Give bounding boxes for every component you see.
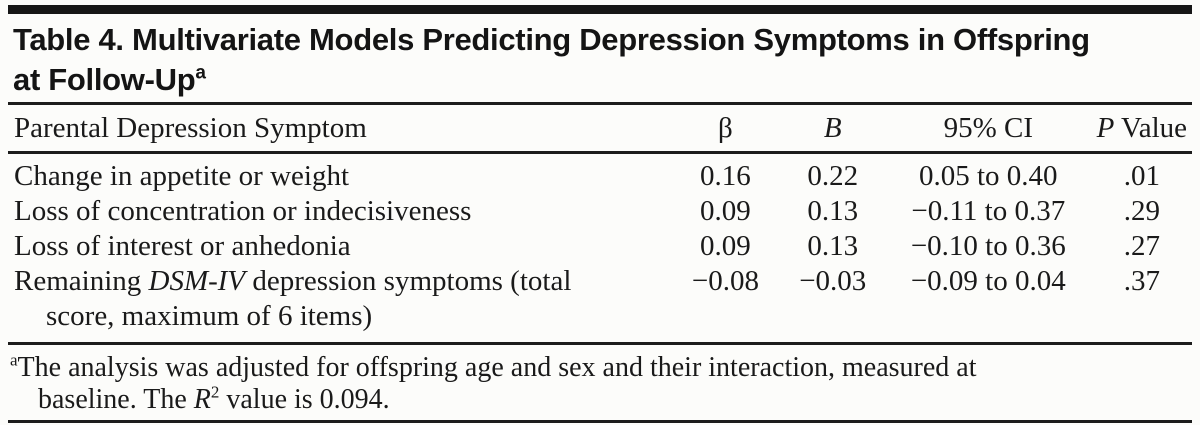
title-separator-rule xyxy=(8,102,1192,105)
b-cell: 0.13 xyxy=(807,195,859,227)
symptom-text: depression symptoms (total xyxy=(245,265,572,297)
table-title-line2: at Follow-Up xyxy=(13,62,196,97)
table-row: Loss of interest or anhedonia 0.09 0.13 … xyxy=(8,229,1192,264)
p-cell: .29 xyxy=(1123,195,1160,227)
footnote-text: baseline. The xyxy=(38,384,194,415)
symptom-text: Remaining xyxy=(14,265,149,297)
symptom-cell: Remaining DSM-IV depression symptoms (to… xyxy=(8,264,670,342)
symptom-cell: Loss of interest or anhedonia xyxy=(14,230,351,262)
beta-cell: −0.08 xyxy=(691,265,759,297)
beta-cell: 0.16 xyxy=(700,160,751,192)
table-row: Change in appetite or weight 0.16 0.22 0… xyxy=(8,153,1192,195)
ci-cell: 0.05 to 0.40 xyxy=(919,160,1058,192)
r-squared-symbol: R xyxy=(193,384,211,415)
symptom-line1: Remaining DSM-IV depression symptoms (to… xyxy=(14,264,670,299)
footnote-marker: a xyxy=(10,350,18,370)
results-table-body: Change in appetite or weight 0.16 0.22 0… xyxy=(8,153,1192,343)
symptom-line2: score, maximum of 6 items) xyxy=(46,300,373,332)
ci-cell: −0.11 to 0.37 xyxy=(911,195,1066,227)
b-cell: 0.13 xyxy=(807,230,859,262)
col-header-beta: β xyxy=(670,105,781,154)
table-row: Remaining DSM-IV depression symptoms (to… xyxy=(8,264,1192,342)
p-cell: .01 xyxy=(1123,160,1160,192)
footnote-text: value is 0.094. xyxy=(219,384,390,415)
p-value-label: Value xyxy=(1114,112,1188,144)
col-header-p-value: P Value xyxy=(1091,105,1192,154)
results-table-header: Parental Depression Symptom β B 95% CI P… xyxy=(8,105,1192,154)
bottom-rule xyxy=(8,420,1192,423)
p-cell: .37 xyxy=(1123,265,1160,297)
col-header-symptom: Parental Depression Symptom xyxy=(8,105,671,154)
table-title: Table 4. Multivariate Models Predicting … xyxy=(0,14,1200,102)
header-row: Parental Depression Symptom β B 95% CI P… xyxy=(8,105,1192,154)
title-footnote-marker: a xyxy=(195,62,206,84)
body-footnote-separator-rule xyxy=(8,342,1192,345)
beta-cell: 0.09 xyxy=(700,195,751,227)
table-footnote: aThe analysis was adjusted for offspring… xyxy=(0,345,1200,420)
symptom-cell: Loss of concentration or indecisiveness xyxy=(14,195,472,227)
p-cell: .27 xyxy=(1123,230,1160,262)
footnote-text: The analysis was adjusted for offspring … xyxy=(17,352,977,383)
footnote-line2: baseline. The R2 value is 0.094. xyxy=(10,384,1186,416)
table-row: Loss of concentration or indecisiveness … xyxy=(8,194,1192,229)
r-squared-exponent: 2 xyxy=(210,382,220,402)
table-title-line1: Table 4. Multivariate Models Predicting … xyxy=(13,22,1090,57)
footnote-line1: aThe analysis was adjusted for offspring… xyxy=(10,352,1186,384)
symptom-cell: Change in appetite or weight xyxy=(14,160,350,192)
table-body-wrap: Parental Depression Symptom β B 95% CI P… xyxy=(0,105,1200,342)
b-cell: −0.03 xyxy=(799,265,867,297)
b-cell: 0.22 xyxy=(807,160,859,192)
ci-cell: −0.09 to 0.04 xyxy=(910,265,1066,297)
dsm-iv-italic: DSM-IV xyxy=(148,265,246,297)
beta-cell: 0.09 xyxy=(700,230,751,262)
top-thick-rule xyxy=(8,5,1192,14)
results-table: Parental Depression Symptom β B 95% CI P… xyxy=(8,105,1192,342)
col-header-b: B xyxy=(780,105,885,154)
p-symbol: P xyxy=(1096,112,1115,144)
col-header-ci: 95% CI xyxy=(884,105,1092,154)
ci-cell: −0.10 to 0.36 xyxy=(910,230,1066,262)
